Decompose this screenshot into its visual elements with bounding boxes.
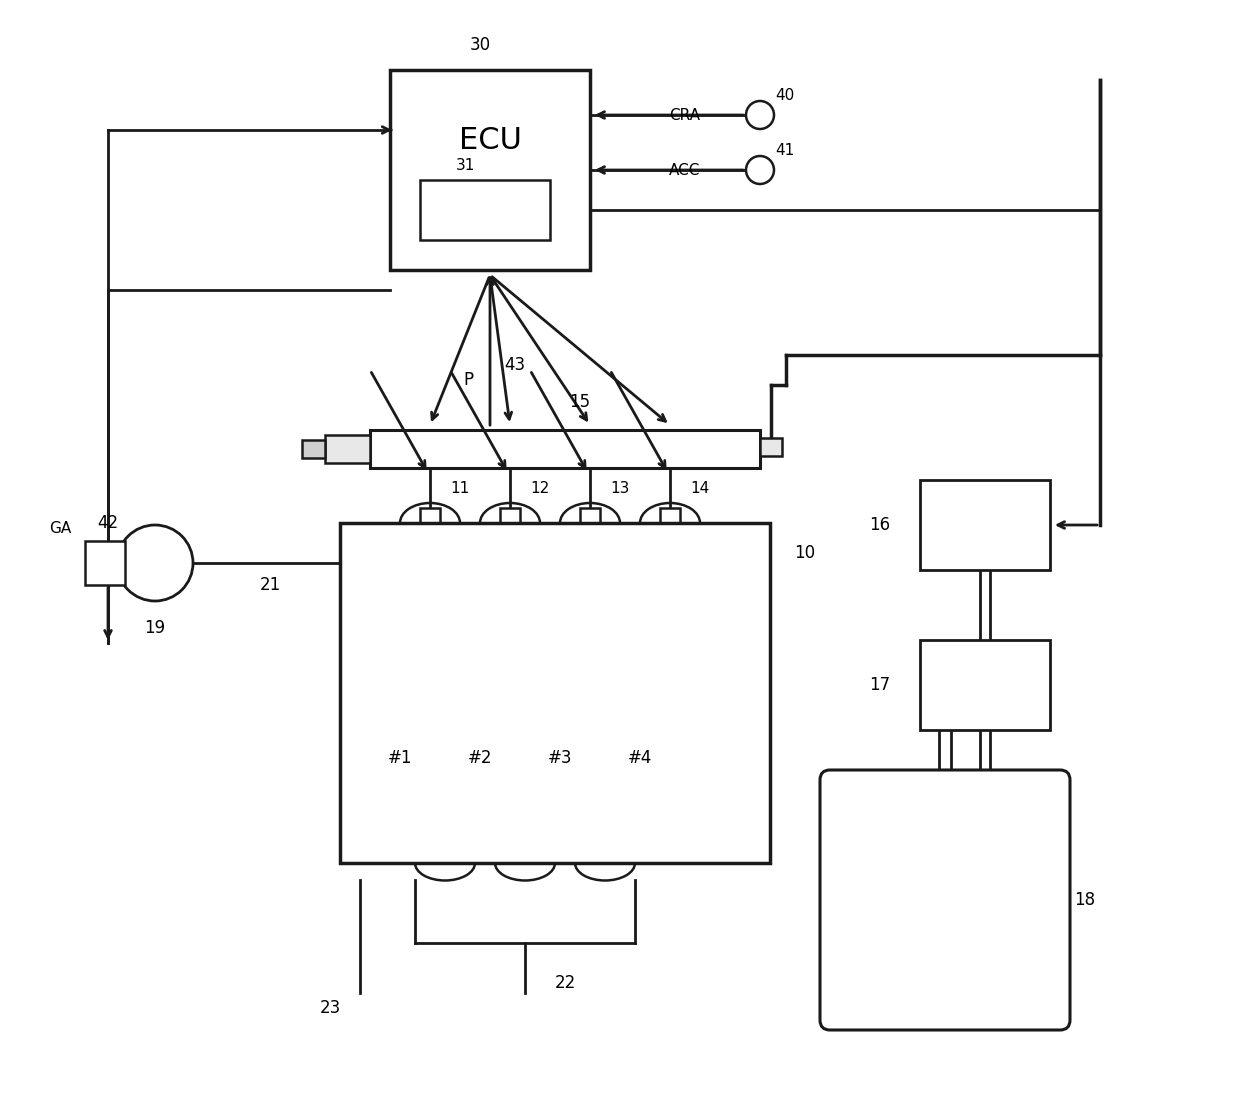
Bar (86, 541, 125, 585)
Bar (500, 508, 520, 548)
Circle shape (746, 101, 774, 129)
FancyBboxPatch shape (820, 769, 1070, 1030)
Circle shape (117, 525, 193, 601)
Bar (340, 522, 770, 863)
Text: 42: 42 (98, 514, 119, 532)
Bar (370, 430, 760, 468)
Circle shape (746, 156, 774, 184)
Text: #4: #4 (627, 749, 652, 767)
Text: ACC: ACC (668, 163, 701, 177)
Bar (920, 480, 1050, 571)
Text: #3: #3 (548, 749, 572, 767)
Bar (325, 435, 370, 463)
Text: #1: #1 (388, 749, 412, 767)
Bar (660, 508, 680, 548)
Bar (580, 508, 600, 548)
Circle shape (601, 600, 738, 736)
Text: 19: 19 (144, 619, 166, 637)
Text: 11: 11 (450, 481, 469, 495)
Text: 41: 41 (775, 142, 795, 157)
Bar (420, 508, 440, 548)
Text: 15: 15 (569, 393, 590, 411)
Text: 10: 10 (795, 544, 816, 562)
Text: 31: 31 (455, 157, 475, 173)
Text: 16: 16 (869, 516, 890, 534)
Bar (920, 640, 1050, 730)
Text: #2: #2 (467, 749, 492, 767)
Text: 43: 43 (505, 356, 526, 374)
Bar (760, 438, 782, 456)
Text: CRA: CRA (670, 107, 701, 122)
Text: GA: GA (48, 520, 71, 536)
Text: 22: 22 (554, 974, 575, 992)
Text: 23: 23 (320, 999, 341, 1016)
Bar (420, 180, 551, 240)
Text: 21: 21 (259, 576, 280, 593)
Bar (391, 70, 590, 270)
Text: 30: 30 (470, 36, 491, 54)
Circle shape (362, 600, 498, 736)
Text: 40: 40 (775, 87, 795, 103)
Text: 18: 18 (1074, 891, 1096, 909)
Circle shape (522, 600, 658, 736)
Bar (303, 440, 325, 458)
Text: ECU: ECU (459, 126, 522, 154)
Circle shape (441, 600, 578, 736)
Text: 12: 12 (529, 481, 549, 495)
Text: 13: 13 (610, 481, 630, 495)
Text: 17: 17 (869, 675, 890, 694)
Text: P: P (463, 371, 474, 389)
Text: 14: 14 (689, 481, 709, 495)
